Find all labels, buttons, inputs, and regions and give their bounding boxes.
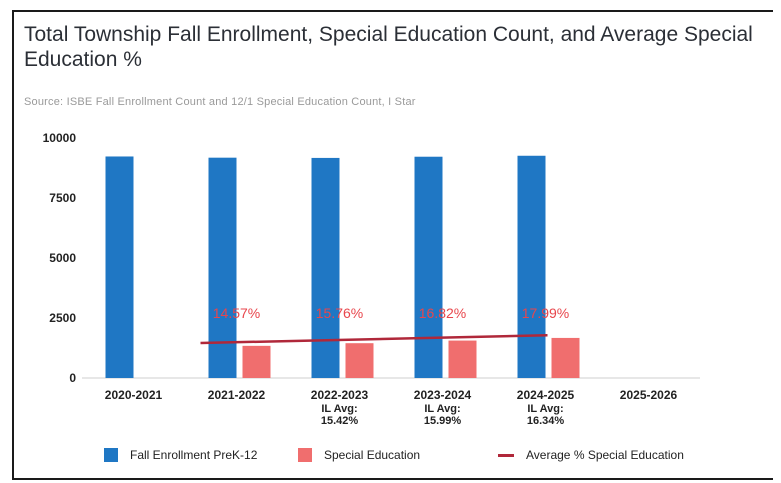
legend-label-avg-pct: Average % Special Education — [526, 448, 684, 462]
y-tick-label: 5000 — [49, 251, 76, 265]
x-tick-note: IL Avg: — [424, 403, 460, 415]
y-tick-label: 2500 — [49, 311, 76, 325]
avg-data-label: 15.76% — [316, 305, 363, 321]
y-axis: 0 2500 5000 7500 10000 — [43, 131, 700, 385]
bar-special-ed — [551, 337, 580, 378]
avg-data-label: 16.82% — [419, 305, 466, 321]
bar-special-ed — [242, 345, 271, 378]
avg-data-label: 17.99% — [522, 305, 569, 321]
x-tick-note: 15.99% — [424, 415, 462, 427]
x-tick-label: 2023-2024 — [414, 388, 472, 402]
bars-group — [105, 155, 580, 378]
bar-enrollment — [105, 156, 134, 378]
y-tick-label: 7500 — [49, 191, 76, 205]
legend-item-enrollment: Fall Enrollment PreK-12 — [104, 445, 257, 465]
x-tick-label: 2020-2021 — [105, 388, 163, 402]
legend-item-avg-pct: Average % Special Education — [498, 445, 684, 465]
avg-data-label: 14.57% — [213, 305, 260, 321]
x-tick-label: 2021-2022 — [208, 388, 266, 402]
x-tick-note: 16.34% — [527, 415, 565, 427]
x-tick-label: 2022-2023 — [311, 388, 369, 402]
bar-special-ed — [345, 343, 374, 378]
avg-line-group: 14.57% 15.76% 16.82% 17.99% — [200, 305, 569, 345]
legend-swatch-enrollment — [104, 448, 118, 462]
legend-label-enrollment: Fall Enrollment PreK-12 — [130, 448, 258, 462]
avg-line — [200, 334, 548, 345]
legend-swatch-avg-pct — [498, 453, 514, 457]
x-tick-label: 2025-2026 — [620, 388, 678, 402]
bar-enrollment — [208, 157, 237, 378]
bar-enrollment — [414, 156, 443, 378]
chart-frame — [12, 10, 773, 480]
bar-enrollment — [517, 155, 546, 378]
bar-enrollment — [311, 157, 340, 378]
y-tick-label: 10000 — [43, 131, 77, 145]
chart-subtitle: Source: ISBE Fall Enrollment Count and 1… — [24, 96, 416, 108]
legend-item-special-ed: Special Education — [298, 445, 420, 465]
bar-special-ed — [448, 340, 477, 378]
legend-swatch-special-ed — [298, 448, 312, 462]
x-tick-note: IL Avg: — [527, 403, 563, 415]
chart-title: Total Township Fall Enrollment, Special … — [24, 23, 753, 71]
x-tick-note: IL Avg: — [321, 403, 357, 415]
legend-label-special-ed: Special Education — [324, 448, 421, 462]
x-tick-note: 15.42% — [321, 415, 359, 427]
y-tick-label: 0 — [69, 371, 76, 385]
x-tick-label: 2024-2025 — [517, 388, 575, 402]
